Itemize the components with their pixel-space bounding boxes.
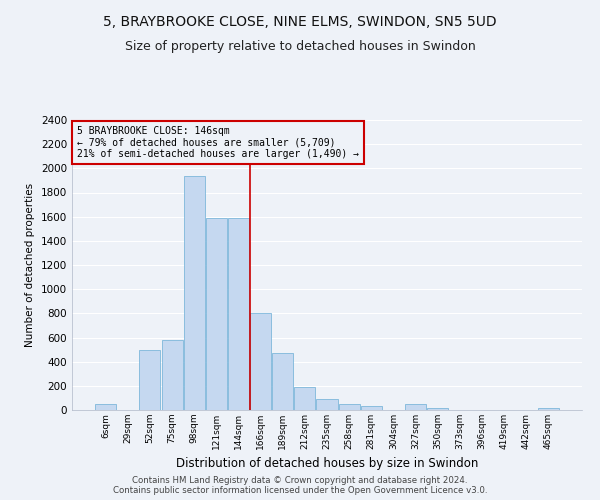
Bar [95, 404, 116, 410]
Text: 5 BRAYBROOKE CLOSE: 146sqm
← 79% of detached houses are smaller (5,709)
21% of s: 5 BRAYBROOKE CLOSE: 146sqm ← 79% of deta… [77, 126, 359, 159]
Bar [228, 218, 249, 410]
Y-axis label: Number of detached properties: Number of detached properties [25, 183, 35, 347]
Bar [184, 176, 205, 410]
Bar [206, 218, 227, 410]
Bar [139, 350, 160, 410]
Bar [538, 408, 559, 410]
Bar [338, 404, 359, 410]
Bar [427, 408, 448, 410]
Bar [405, 404, 426, 410]
Text: Contains HM Land Registry data © Crown copyright and database right 2024.
Contai: Contains HM Land Registry data © Crown c… [113, 476, 487, 495]
Bar [272, 353, 293, 410]
Text: 5, BRAYBROOKE CLOSE, NINE ELMS, SWINDON, SN5 5UD: 5, BRAYBROOKE CLOSE, NINE ELMS, SWINDON,… [103, 15, 497, 29]
Bar [161, 340, 182, 410]
Bar [295, 387, 316, 410]
Bar [316, 399, 338, 410]
Text: Size of property relative to detached houses in Swindon: Size of property relative to detached ho… [125, 40, 475, 53]
X-axis label: Distribution of detached houses by size in Swindon: Distribution of detached houses by size … [176, 458, 478, 470]
Bar [361, 406, 382, 410]
Bar [250, 314, 271, 410]
